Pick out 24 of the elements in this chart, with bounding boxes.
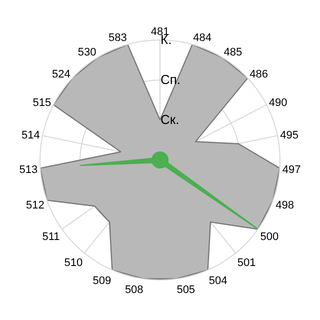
y-tick-label: Ск. [160, 112, 180, 128]
spoke-label: 511 [42, 231, 60, 244]
spoke-label: 484 [193, 32, 212, 44]
spoke-label: 512 [26, 199, 44, 212]
spoke-label: 495 [280, 129, 298, 142]
spoke-label: 490 [268, 96, 288, 109]
spoke-label: 515 [32, 96, 52, 109]
spoke-label: 524 [52, 68, 70, 81]
spoke-label: 501 [237, 257, 256, 270]
spoke-label: 497 [282, 164, 301, 176]
y-tick-label: Сп. [160, 72, 181, 88]
spoke-label: 583 [108, 32, 127, 44]
spoke-label: 486 [250, 68, 268, 81]
spoke-label: 508 [124, 284, 144, 296]
spoke-label: 505 [176, 284, 196, 296]
spoke-label: 514 [22, 129, 40, 142]
spoke-label: 504 [208, 275, 228, 288]
spoke-label: 498 [276, 199, 294, 212]
spoke-label: 510 [64, 257, 83, 270]
spoke-label: 509 [92, 275, 112, 288]
spoke-label: 485 [224, 46, 242, 58]
spoke-label: 530 [78, 46, 96, 58]
spoke-label: 513 [19, 164, 38, 176]
spoke-label: 500 [260, 231, 279, 244]
